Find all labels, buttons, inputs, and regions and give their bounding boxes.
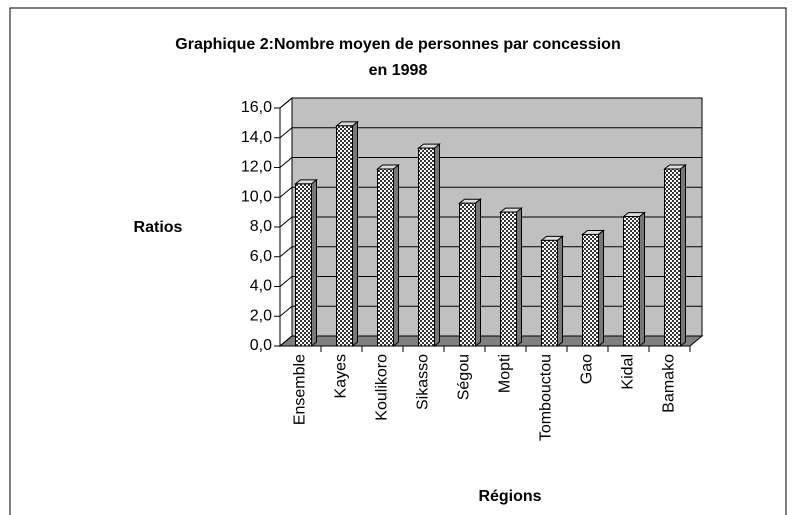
bar bbox=[459, 202, 476, 347]
bar bbox=[418, 147, 435, 347]
y-tick-label: 0,0 bbox=[250, 337, 272, 354]
bar-side bbox=[598, 229, 604, 348]
grid-line bbox=[279, 276, 702, 287]
bar bbox=[582, 233, 599, 347]
bar-side bbox=[352, 120, 358, 348]
grid-line bbox=[279, 97, 702, 109]
y-tick-label: 8,0 bbox=[250, 218, 272, 235]
bar-side bbox=[475, 198, 481, 348]
x-tick-label: Ségou bbox=[456, 354, 473, 400]
grid-line bbox=[279, 305, 702, 317]
bar-side bbox=[680, 163, 686, 348]
bar bbox=[623, 216, 640, 347]
x-tick-label: Tombouctou bbox=[538, 354, 555, 441]
grid-line bbox=[279, 246, 702, 258]
y-axis-title: Ratios bbox=[134, 219, 183, 236]
chart-title: Graphique 2:Nombre moyen de personnes pa… bbox=[175, 36, 620, 53]
plot-area: 0,0 2,0 4,0 6,0 8,0 10,0 12,0 14,0 16,0 Ensemble K… bbox=[241, 96, 704, 441]
x-tick-label: Bamako bbox=[661, 354, 678, 413]
grid-line bbox=[279, 186, 702, 198]
bar-side bbox=[557, 235, 563, 348]
chart-title: en 1998 bbox=[369, 62, 428, 79]
grid-line bbox=[279, 335, 702, 347]
grid-line bbox=[279, 127, 702, 139]
x-tick-label: Gao bbox=[579, 354, 596, 384]
x-tick-label: Koulikoro bbox=[374, 354, 391, 421]
bar-side bbox=[311, 178, 317, 348]
bar bbox=[295, 183, 312, 347]
x-tick-label: Mopti bbox=[497, 354, 514, 393]
x-tick-label: Ensemble bbox=[292, 354, 309, 425]
bar bbox=[541, 239, 558, 347]
y-tick-label: 2,0 bbox=[250, 307, 272, 324]
x-axis-title: Régions bbox=[478, 488, 541, 505]
bar-side bbox=[393, 163, 399, 348]
x-tick-label: Kidal bbox=[620, 354, 637, 390]
y-tick-label: 10,0 bbox=[241, 188, 272, 205]
bar bbox=[336, 125, 353, 347]
y-tick-label: 4,0 bbox=[250, 278, 272, 295]
bar-side bbox=[639, 211, 645, 348]
bar bbox=[664, 168, 681, 347]
x-tick-label: Sikasso bbox=[415, 354, 432, 410]
grid-line bbox=[279, 216, 702, 228]
y-tick-label: 14,0 bbox=[241, 129, 272, 146]
y-tick-label: 6,0 bbox=[250, 248, 272, 265]
bar-side bbox=[434, 143, 440, 348]
y-tick-label: 16,0 bbox=[241, 99, 272, 116]
x-tick-label: Kayes bbox=[333, 354, 350, 398]
grid-line bbox=[279, 157, 702, 168]
bar bbox=[500, 211, 517, 347]
bar bbox=[377, 168, 394, 347]
y-tick-label: 12,0 bbox=[241, 159, 272, 176]
bar-side bbox=[516, 207, 522, 348]
